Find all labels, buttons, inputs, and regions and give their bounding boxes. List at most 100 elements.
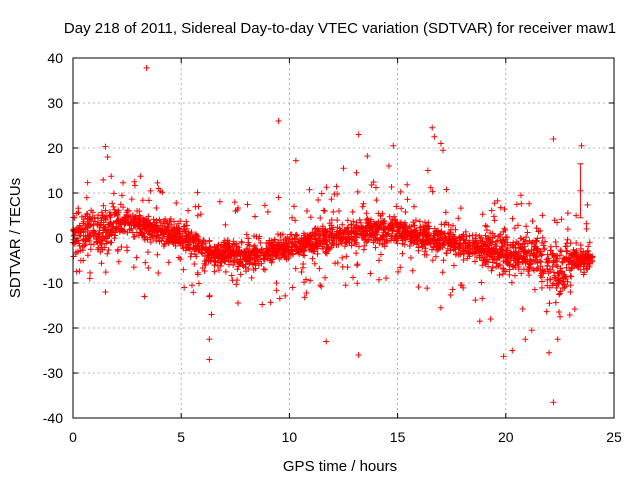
x-tick-label: 15 [390, 429, 406, 445]
data-point [150, 216, 157, 223]
data-point [267, 257, 274, 264]
data-point [460, 250, 467, 257]
data-point [413, 235, 420, 242]
data-point [258, 260, 265, 267]
data-point [221, 258, 228, 265]
data-point [525, 268, 532, 275]
data-point [206, 237, 213, 244]
data-point [113, 225, 120, 232]
data-point [241, 248, 248, 255]
data-point [557, 247, 564, 254]
data-point [533, 225, 540, 232]
data-point [268, 258, 275, 265]
data-point [393, 203, 400, 210]
outlier-point [206, 293, 213, 300]
data-point [78, 213, 85, 220]
data-point [443, 250, 450, 257]
data-point [222, 268, 229, 275]
data-point [102, 269, 109, 276]
data-point [515, 250, 522, 257]
data-point [74, 225, 81, 232]
data-point [423, 236, 430, 243]
data-point [410, 240, 417, 247]
data-point [321, 228, 328, 235]
data-point [520, 254, 527, 261]
data-point [415, 247, 422, 254]
data-point [368, 216, 375, 223]
data-point [314, 250, 321, 257]
data-point [455, 251, 462, 258]
data-point [80, 218, 87, 225]
data-point [104, 250, 111, 257]
data-point [338, 234, 345, 241]
data-point [376, 276, 383, 283]
data-point [276, 255, 283, 262]
data-point [267, 299, 274, 306]
data-point [479, 211, 486, 218]
data-point [121, 228, 128, 235]
data-point [118, 192, 125, 199]
data-series [70, 64, 596, 406]
data-point [401, 221, 408, 228]
data-point [355, 243, 362, 250]
data-point [486, 240, 493, 247]
data-point [263, 240, 270, 247]
data-point [479, 295, 486, 302]
data-point [187, 253, 194, 260]
data-point [94, 239, 101, 246]
data-point [558, 216, 565, 223]
data-point [136, 208, 143, 215]
data-point [86, 237, 93, 244]
data-point [169, 238, 176, 245]
data-point [564, 226, 571, 233]
data-point [319, 245, 326, 252]
data-point [187, 233, 194, 240]
data-point [343, 253, 350, 260]
data-point [153, 222, 160, 229]
data-point [112, 224, 119, 231]
data-point [251, 254, 258, 261]
data-point [584, 256, 591, 263]
y-tick-label: 0 [55, 230, 63, 246]
data-point [483, 249, 490, 256]
data-point [344, 264, 351, 271]
data-point [344, 217, 351, 224]
data-point [523, 223, 530, 230]
data-point [375, 224, 382, 231]
data-point [586, 263, 593, 270]
data-point [202, 262, 209, 269]
data-point [368, 226, 375, 233]
data-point [334, 259, 341, 266]
y-tick-label: 20 [47, 140, 63, 156]
data-point [222, 221, 229, 228]
outlier-point [206, 336, 213, 343]
data-point [432, 228, 439, 235]
data-point [401, 231, 408, 238]
data-point [157, 188, 164, 195]
data-point [516, 254, 523, 261]
data-point [211, 261, 218, 268]
data-point [551, 272, 558, 279]
data-point [292, 265, 299, 272]
data-point [110, 203, 117, 210]
data-point [180, 266, 187, 273]
data-point [145, 213, 152, 220]
data-point [322, 232, 329, 239]
outlier-point [431, 133, 438, 140]
data-point [335, 241, 342, 248]
data-point [191, 261, 198, 268]
data-point [376, 240, 383, 247]
data-point [409, 267, 416, 274]
data-point [344, 236, 351, 243]
data-point [370, 220, 377, 227]
data-point [427, 184, 434, 191]
data-point [301, 252, 308, 259]
data-point [262, 266, 269, 273]
data-point [478, 250, 485, 257]
data-point [129, 229, 136, 236]
data-point [316, 265, 323, 272]
data-point [502, 227, 509, 234]
data-point [538, 251, 545, 258]
outlier-point [364, 153, 371, 160]
outlier-point [500, 353, 507, 360]
